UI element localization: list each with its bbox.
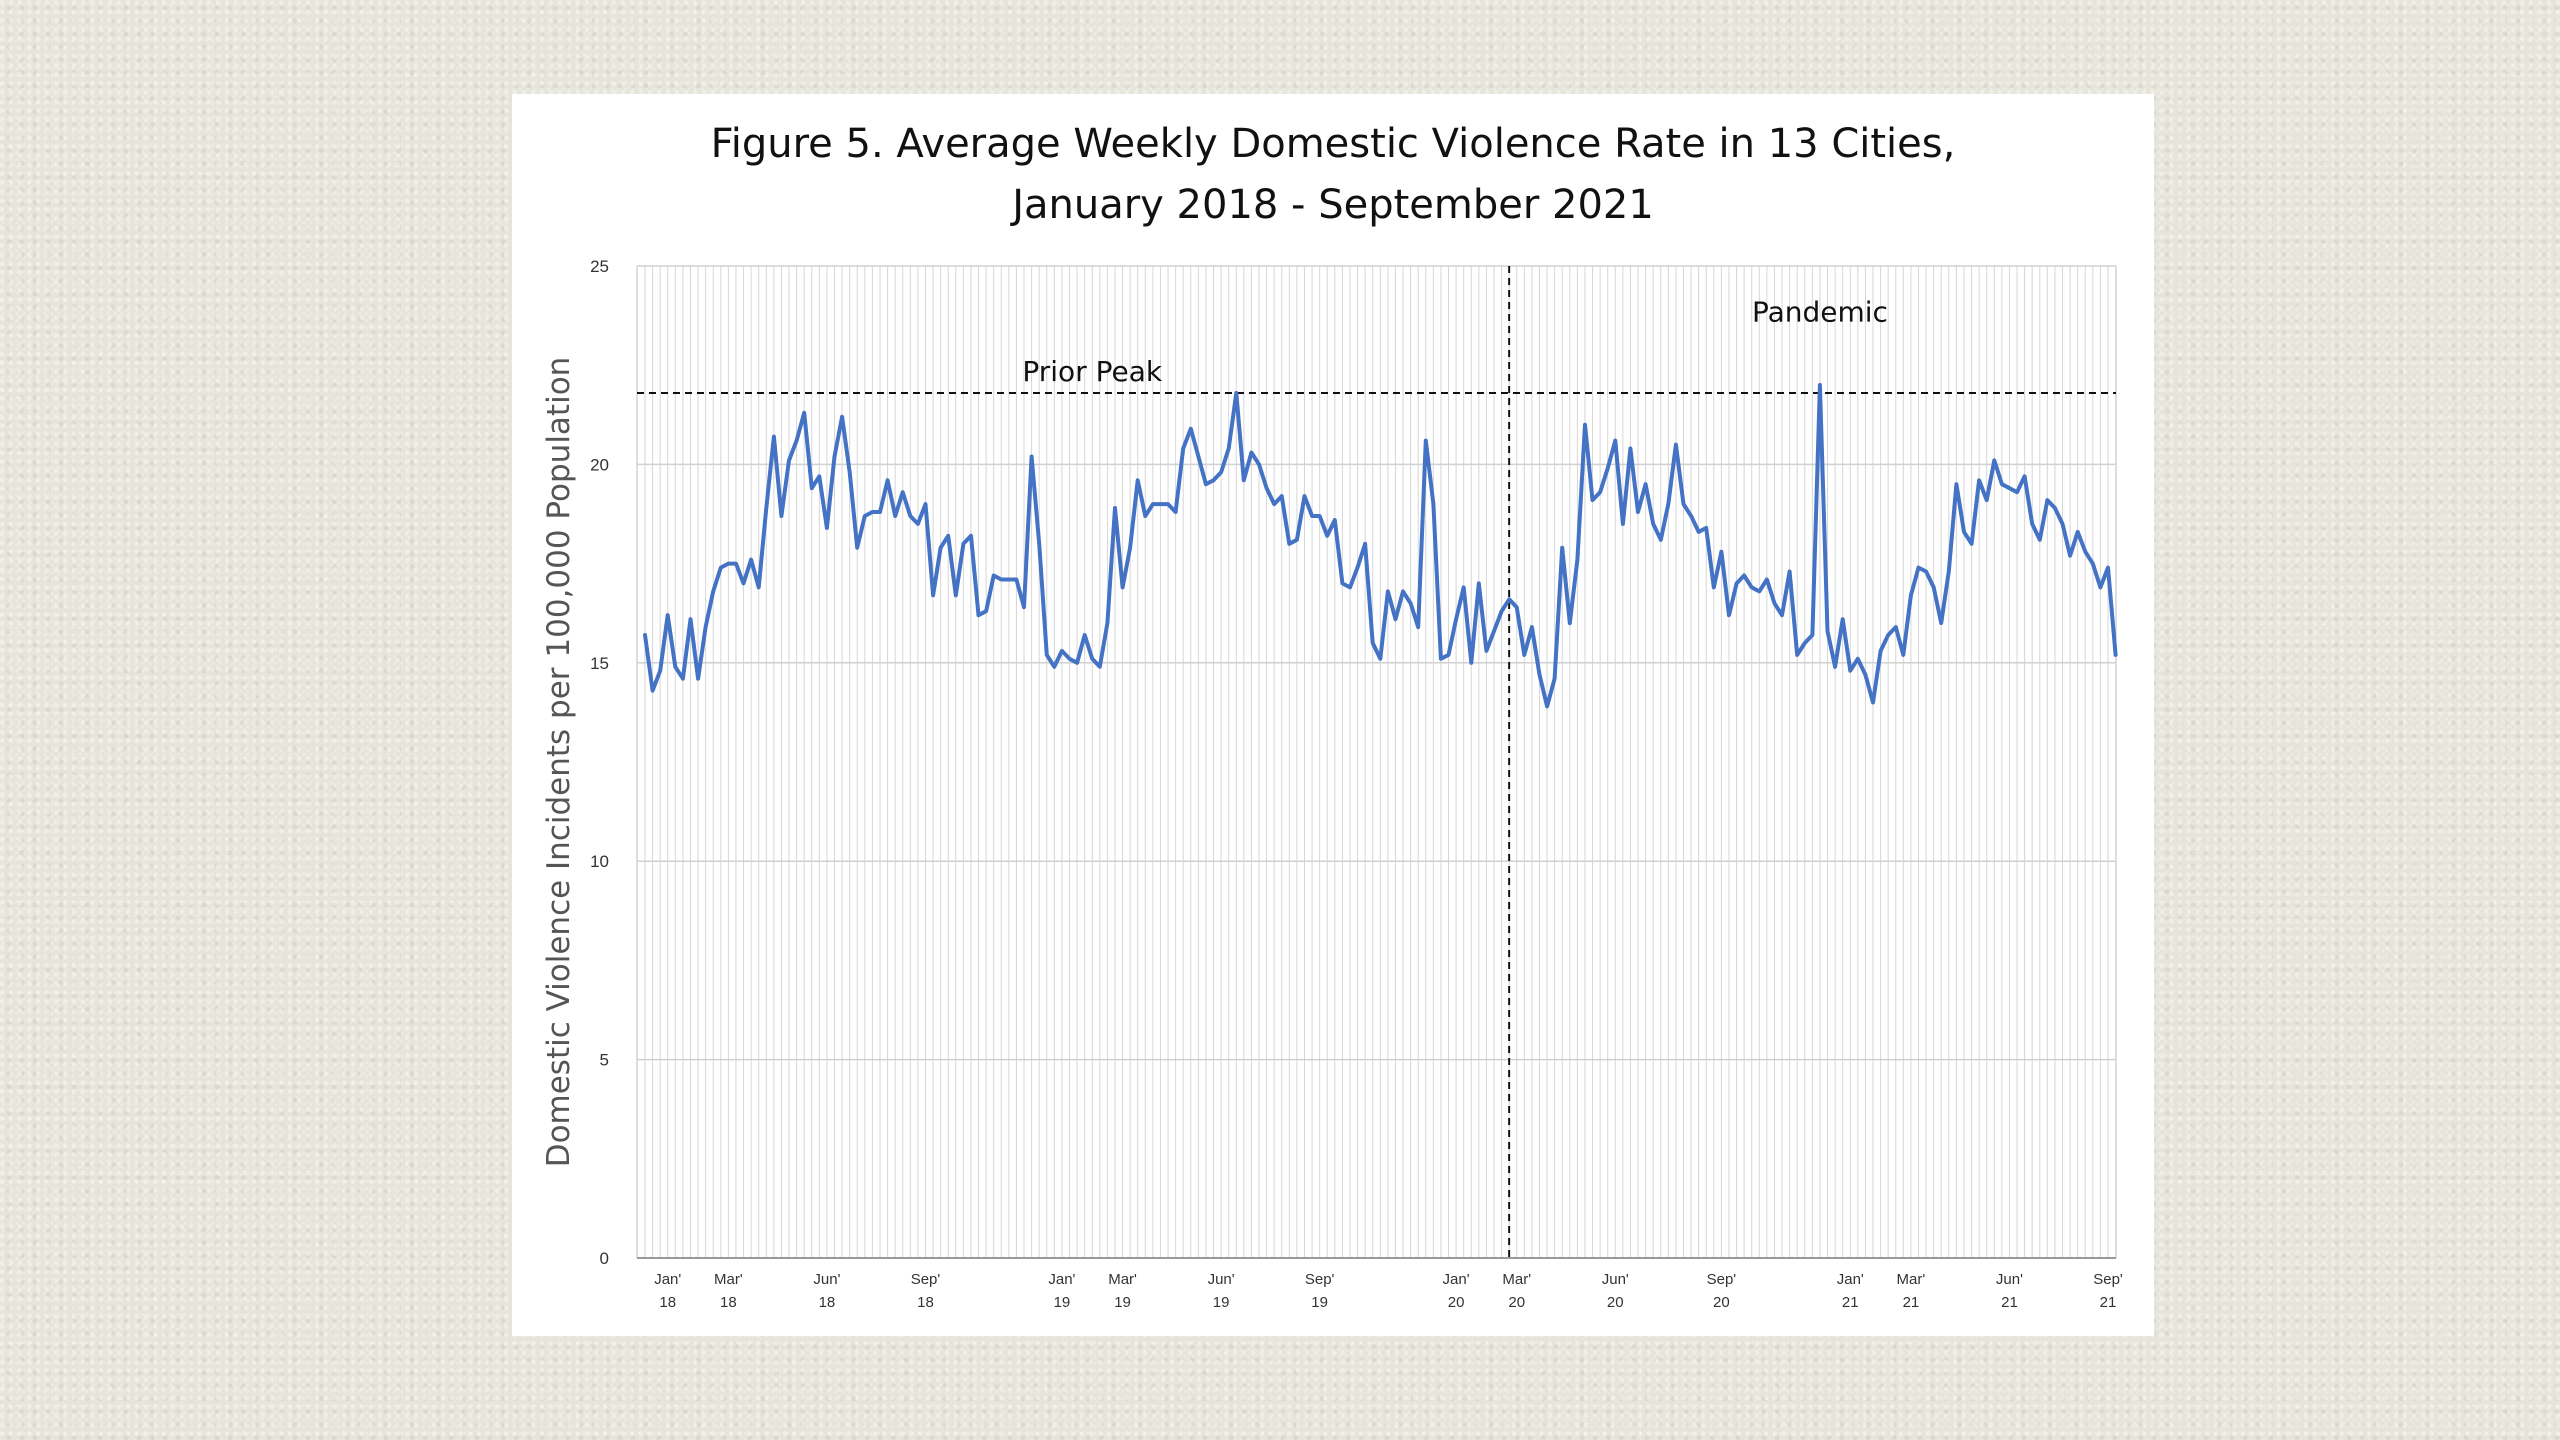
y-tick-label: 15 xyxy=(590,654,609,673)
x-tick-label-year: 20 xyxy=(1713,1294,1730,1311)
chart-title-line-1: Figure 5. Average Weekly Domestic Violen… xyxy=(711,121,1956,167)
x-tick-label-month: Jan' xyxy=(654,1271,681,1288)
prior-peak-annotation: Prior Peak xyxy=(1022,355,1162,388)
x-tick-label-month: Sep' xyxy=(1707,1271,1737,1288)
x-tick-label-year: 19 xyxy=(1213,1294,1230,1311)
x-tick-label-month: Sep' xyxy=(911,1271,941,1288)
x-tick-label-year: 21 xyxy=(1903,1294,1920,1311)
chart-title-line-2: January 2018 - September 2021 xyxy=(1009,182,1654,228)
x-tick-label-month: Mar' xyxy=(714,1271,743,1288)
y-tick-label: 10 xyxy=(590,852,609,871)
x-tick-label-month: Jan' xyxy=(1837,1271,1864,1288)
x-tick-label-month: Jun' xyxy=(1602,1271,1629,1288)
y-tick-label: 0 xyxy=(600,1249,609,1268)
y-axis-ticks: 0 5 10 15 20 25 xyxy=(590,257,609,1268)
y-axis-label: Domestic Violence Incidents per 100,000 … xyxy=(541,357,577,1168)
y-tick-label: 20 xyxy=(590,455,609,474)
x-tick-label-month: Mar' xyxy=(1897,1271,1926,1288)
x-tick-label-year: 20 xyxy=(1508,1294,1525,1311)
series-line-dv-rate xyxy=(643,383,2118,709)
line-chart: Figure 5. Average Weekly Domestic Violen… xyxy=(541,121,2123,1311)
x-tick-label-month: Jun' xyxy=(813,1271,840,1288)
x-tick-label-year: 19 xyxy=(1114,1294,1131,1311)
chart-panel: Figure 5. Average Weekly Domestic Violen… xyxy=(512,94,2154,1336)
x-tick-label-month: Mar' xyxy=(1502,1271,1531,1288)
x-tick-label-month: Jun' xyxy=(1208,1271,1235,1288)
x-tick-label-year: 21 xyxy=(1842,1294,1859,1311)
x-tick-label-year: 18 xyxy=(720,1294,737,1311)
pandemic-annotation: Pandemic xyxy=(1752,296,1888,329)
x-tick-label-year: 18 xyxy=(819,1294,836,1311)
x-tick-label-year: 19 xyxy=(1054,1294,1071,1311)
x-tick-label-month: Jun' xyxy=(1996,1271,2023,1288)
x-tick-label-year: 18 xyxy=(659,1294,676,1311)
x-tick-label-year: 20 xyxy=(1448,1294,1465,1311)
x-tick-label-year: 18 xyxy=(917,1294,934,1311)
x-tick-label-month: Sep' xyxy=(2093,1271,2123,1288)
x-tick-label-year: 21 xyxy=(2100,1294,2117,1311)
horizontal-gridlines xyxy=(637,265,2116,1259)
y-tick-label: 25 xyxy=(590,257,609,276)
x-tick-label-year: 21 xyxy=(2001,1294,2018,1311)
x-tick-label-month: Jan' xyxy=(1443,1271,1470,1288)
x-tick-label-month: Mar' xyxy=(1108,1271,1137,1288)
x-tick-label-year: 20 xyxy=(1607,1294,1624,1311)
vertical-gridlines xyxy=(636,266,2117,1258)
y-tick-label: 5 xyxy=(600,1051,609,1070)
x-axis-ticks: Jan' 18 Mar' 18 Jun' 18 Sep' 18 Jan' 19 Mar' 19 Jun'… xyxy=(654,1271,2123,1311)
x-tick-label-month: Jan' xyxy=(1048,1271,1075,1288)
x-tick-label-year: 19 xyxy=(1311,1294,1328,1311)
x-tick-label-month: Sep' xyxy=(1305,1271,1335,1288)
